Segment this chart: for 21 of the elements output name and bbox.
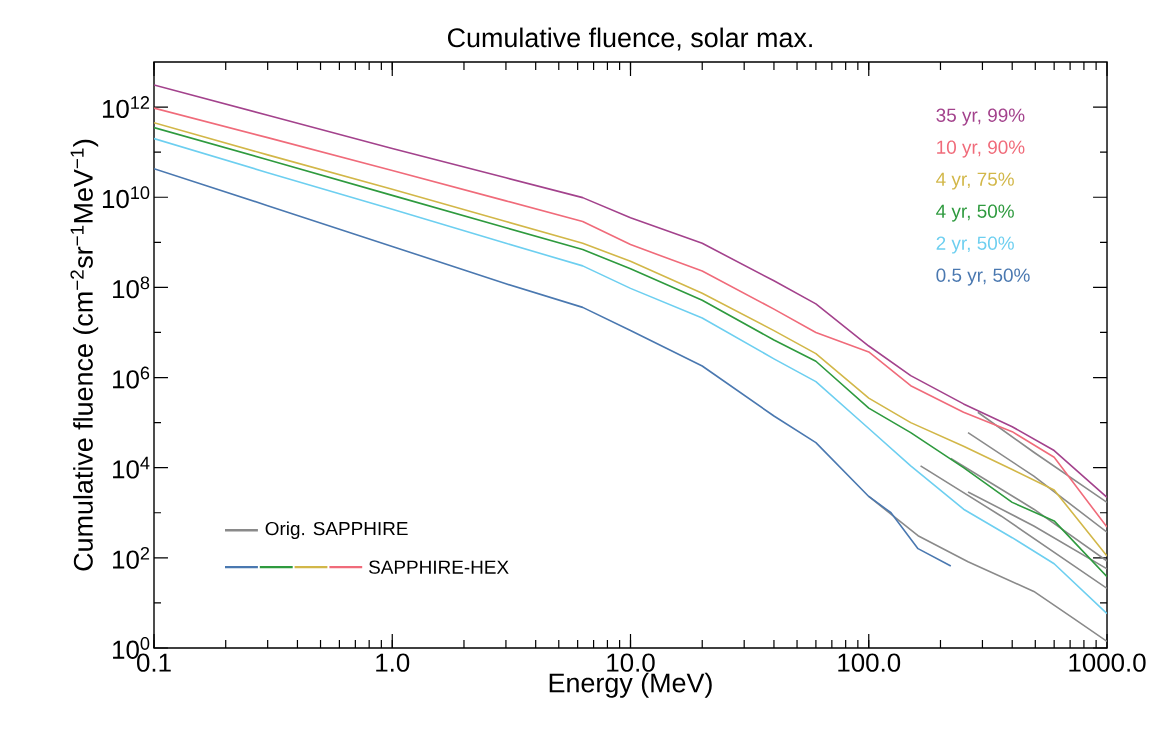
annotation: SAPPHIRE-HEX xyxy=(369,560,509,574)
text: 2 yr, 50% xyxy=(936,236,1014,254)
chart-title: Cumulative fluence, solar max. xyxy=(447,27,812,51)
y-tick-label: 10$^{2}$ xyxy=(113,546,150,569)
x-tick-label: 10.0 xyxy=(607,653,655,672)
y-tick-label: 10$^{12}$ xyxy=(102,96,150,119)
y-tick-label: 10$^{6}$ xyxy=(113,366,150,389)
text: 4 yr, 50% xyxy=(936,204,1014,222)
y-axis-title: Cumulative fluence (cm$^{−2}$sr$^{−1}$MeV$^{−1}$) xyxy=(70,139,99,571)
y-tick-label: 10$^{10}$ xyxy=(102,186,150,209)
x-axis-title: Energy (MeV) xyxy=(549,672,712,698)
text: 35 yr, 99% xyxy=(936,108,1025,126)
x-tick-label: 100.0 xyxy=(838,653,901,672)
text: 10 yr, 90% xyxy=(937,140,1025,158)
text: 0.5 yr, 50% xyxy=(936,268,1030,286)
x-tick-label: 1000.0 xyxy=(1069,653,1146,672)
x-tick-label: 1.0 xyxy=(376,653,410,672)
y-tick-label: 10$^{4}$ xyxy=(113,456,150,479)
text: 4 yr, 75% xyxy=(936,172,1014,190)
annotation: Orig. SAPPHIRE xyxy=(265,521,408,540)
y-tick-label: 10$^{8}$ xyxy=(113,276,150,299)
